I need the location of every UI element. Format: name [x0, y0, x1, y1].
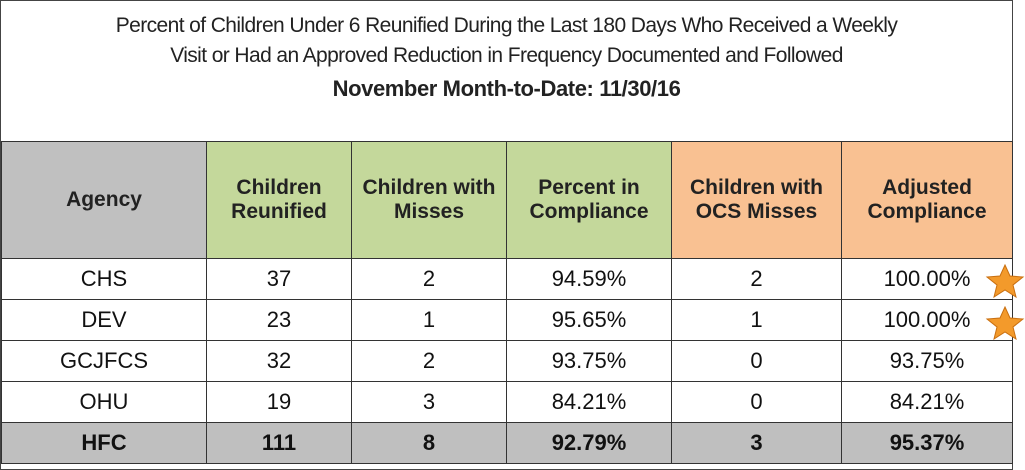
cell: 1 — [351, 299, 507, 341]
data-row: GCJFCS 32 2 93.75% 0 93.75% — [1, 340, 1013, 382]
cell: 0 — [671, 340, 842, 382]
total-cell: 95.37% — [841, 422, 1013, 464]
total-cell: HFC — [1, 422, 207, 464]
column-header: Children Reunified — [206, 141, 352, 259]
cell: OHU — [1, 381, 207, 423]
cell: 100.00% — [841, 258, 1013, 300]
cell: 32 — [206, 340, 352, 382]
total-row: HFC 111 8 92.79% 3 95.37% — [1, 422, 1013, 464]
cell: 95.65% — [506, 299, 672, 341]
data-row: CHS 37 2 94.59% 2 100.00% — [1, 258, 1013, 300]
title-line: Visit or Had an Approved Reduction in Fr… — [170, 44, 843, 67]
column-header: Adjusted Compliance — [841, 141, 1013, 259]
header: Percent of Children Under 6 Reunified Du… — [1, 1, 1012, 141]
cell: 93.75% — [506, 340, 672, 382]
total-cell: 111 — [206, 422, 352, 464]
cell: 3 — [351, 381, 507, 423]
star-icon — [985, 306, 1025, 340]
cell: 100.00% — [841, 299, 1013, 341]
data-row: OHU 19 3 84.21% 0 84.21% — [1, 381, 1013, 423]
subtitle: November Month-to-Date: 11/30/16 — [332, 76, 681, 101]
column-header: Agency — [1, 141, 207, 259]
cell: 19 — [206, 381, 352, 423]
cell: GCJFCS — [1, 340, 207, 382]
star-icon — [985, 264, 1025, 298]
cell: 84.21% — [841, 381, 1013, 423]
total-cell: 8 — [351, 422, 507, 464]
column-header: Percent in Compliance — [506, 141, 672, 259]
table: Agency Children Reunified Children with Mi… — [1, 141, 1013, 464]
cell: DEV — [1, 299, 207, 341]
total-cell: 3 — [671, 422, 842, 464]
cell: 84.21% — [506, 381, 672, 423]
cell: 1 — [671, 299, 842, 341]
column-header: Children with OCS Misses — [671, 141, 842, 259]
cell: 93.75% — [841, 340, 1013, 382]
cell: 0 — [671, 381, 842, 423]
cell: 2 — [351, 340, 507, 382]
header-row: Agency Children Reunified Children with Mi… — [1, 141, 1013, 259]
column-header: Children with Misses — [351, 141, 507, 259]
cell: 23 — [206, 299, 352, 341]
title-line: Percent of Children Under 6 Reunified Du… — [115, 14, 898, 37]
cell: 94.59% — [506, 258, 672, 300]
cell: 2 — [351, 258, 507, 300]
total-cell: 92.79% — [506, 422, 672, 464]
cell: CHS — [1, 258, 207, 300]
data-row: DEV 23 1 95.65% 1 100.00% — [1, 299, 1013, 341]
cell: 37 — [206, 258, 352, 300]
cell: 2 — [671, 258, 842, 300]
